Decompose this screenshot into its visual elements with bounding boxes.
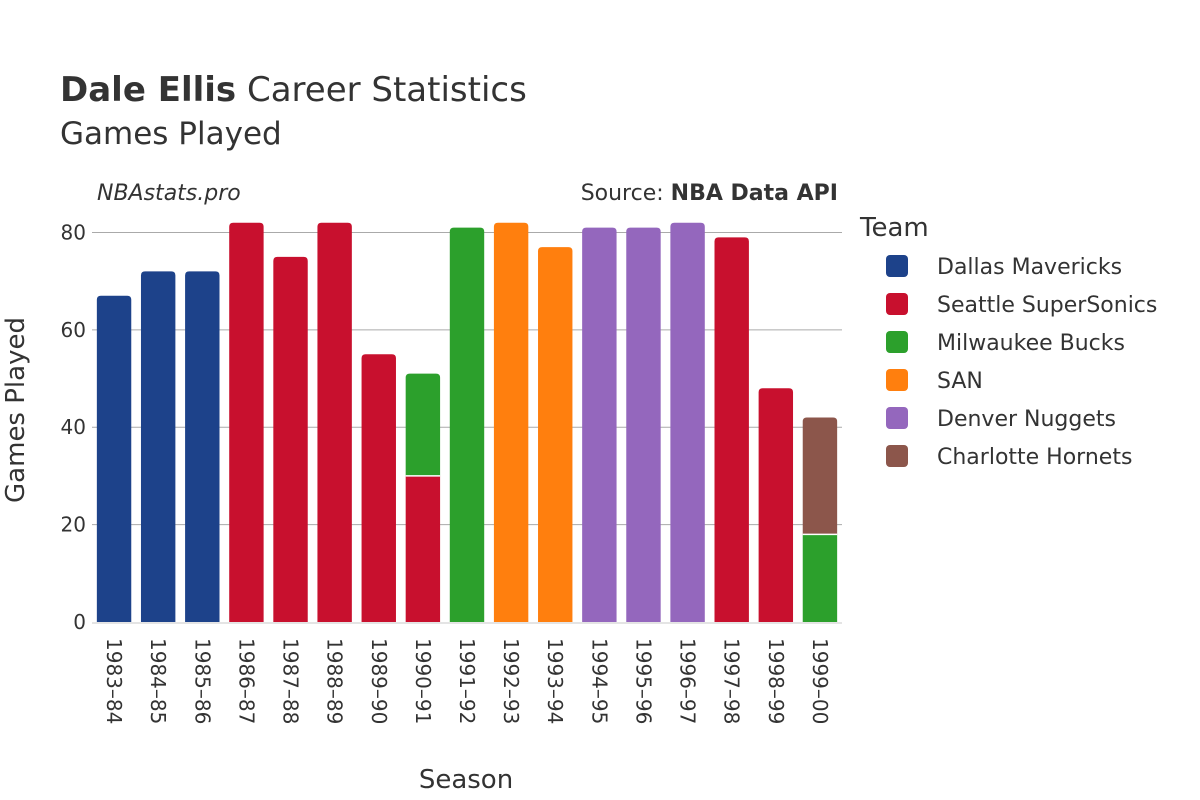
x-tick-label: 1998–99 xyxy=(764,638,788,724)
bar-segment[interactable] xyxy=(317,222,352,622)
source-name: NBA Data API xyxy=(671,181,838,206)
x-tick-label: 1984–85 xyxy=(146,638,170,724)
x-tick-label: 1993–94 xyxy=(543,638,567,724)
bar-segment[interactable] xyxy=(405,475,441,622)
x-tick-label: 1985–86 xyxy=(190,638,214,724)
bar-segment[interactable] xyxy=(229,222,264,622)
bar-segment[interactable] xyxy=(802,534,838,622)
legend-title: Team xyxy=(859,213,929,243)
bar-segment[interactable] xyxy=(802,417,838,535)
x-axis-title: Season xyxy=(419,765,513,795)
bar-segment[interactable] xyxy=(758,388,794,622)
title-rest: Career Statistics xyxy=(247,70,527,110)
y-tick-label: 20 xyxy=(61,513,86,537)
y-tick-label: 60 xyxy=(61,318,86,342)
title-player-name: Dale Ellis xyxy=(60,70,236,110)
y-tick-label: 40 xyxy=(61,415,86,439)
legend-label[interactable]: SAN xyxy=(937,369,983,394)
x-tick-label: 1992–93 xyxy=(499,638,523,724)
legend-swatch[interactable] xyxy=(886,445,908,467)
x-tick-label: 1987–88 xyxy=(279,638,303,724)
bar-segment[interactable] xyxy=(493,222,529,622)
source-credit: Source: NBA Data API xyxy=(581,181,838,206)
bar-segment[interactable] xyxy=(361,354,396,622)
x-tick-label: 1996–97 xyxy=(676,638,700,724)
x-tick-label: 1999–00 xyxy=(808,638,832,724)
x-tick-label: 1990–91 xyxy=(411,638,435,724)
legend-swatch[interactable] xyxy=(886,331,908,353)
x-tick-label: 1997–98 xyxy=(720,638,744,724)
x-tick-label: 1994–95 xyxy=(587,638,611,724)
legend-swatch[interactable] xyxy=(886,369,908,391)
x-tick-label: 1988–89 xyxy=(323,638,347,724)
legend-label[interactable]: Charlotte Hornets xyxy=(937,445,1132,470)
y-tick-label: 80 xyxy=(61,220,86,244)
bar-segment[interactable] xyxy=(582,227,617,622)
bar-segment[interactable] xyxy=(273,256,308,622)
legend-swatch[interactable] xyxy=(886,255,908,277)
bar-segment[interactable] xyxy=(670,222,705,622)
chart-subtitle: Games Played xyxy=(60,116,282,152)
legend-label[interactable]: Milwaukee Bucks xyxy=(937,331,1125,356)
x-tick-label: 1986–87 xyxy=(234,638,258,724)
bar-segment[interactable] xyxy=(185,271,220,622)
bars xyxy=(96,222,838,623)
bar-segment[interactable] xyxy=(449,227,485,622)
legend-label[interactable]: Dallas Mavericks xyxy=(937,255,1122,280)
y-tick-label: 0 xyxy=(73,610,86,634)
bar-segment[interactable] xyxy=(714,237,749,622)
y-tick-labels: 0 20 40 60 80 xyxy=(61,220,86,634)
legend-label[interactable]: Denver Nuggets xyxy=(937,407,1116,432)
y-axis-title: Games Played xyxy=(1,317,31,503)
x-tick-labels: 1983–84 1984–85 1985–86 1986–87 1987–88 1988–… xyxy=(102,638,832,724)
legend: Dallas Mavericks Seattle SuperSonics Milwa… xyxy=(886,255,1157,470)
legend-swatch[interactable] xyxy=(886,407,908,429)
legend-swatch[interactable] xyxy=(886,293,908,315)
brand-watermark: NBAstats.pro xyxy=(97,181,241,206)
bar-segment[interactable] xyxy=(405,373,441,476)
x-tick-label: 1995–96 xyxy=(631,638,655,724)
source-prefix: Source: xyxy=(581,181,671,206)
x-tick-label: 1983–84 xyxy=(102,638,126,724)
bar-segment[interactable] xyxy=(626,227,661,622)
chart-title: Dale Ellis Career Statistics xyxy=(60,70,527,110)
bar-segment[interactable] xyxy=(96,295,132,622)
bar-segment[interactable] xyxy=(538,247,573,623)
x-tick-label: 1989–90 xyxy=(367,638,391,724)
legend-label[interactable]: Seattle SuperSonics xyxy=(937,293,1157,318)
bar-segment[interactable] xyxy=(140,271,176,622)
x-tick-label: 1991–92 xyxy=(455,638,479,724)
